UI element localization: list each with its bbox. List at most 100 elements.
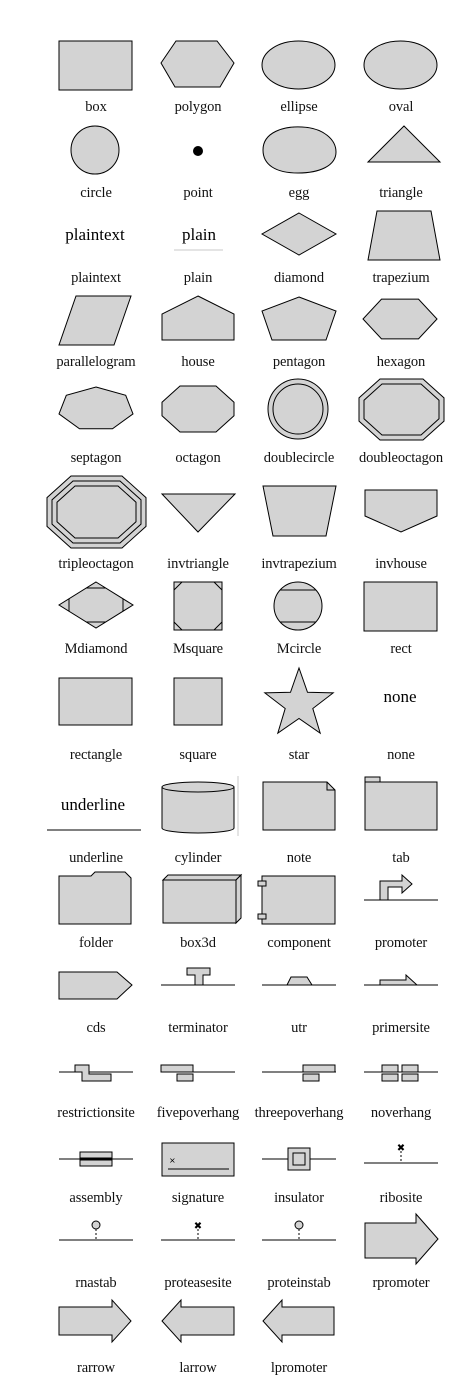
plain-inner-text: plain — [182, 225, 216, 244]
shape-label: fivepoverhang — [156, 1105, 240, 1121]
ellipse-shape — [248, 32, 350, 92]
shape-label: tab — [392, 850, 410, 866]
rpromoter-shape — [350, 1212, 452, 1272]
utr-shape — [248, 955, 350, 1015]
rnastab-shape — [45, 1212, 147, 1272]
box3d-shape — [147, 865, 249, 925]
shape-label: pentagon — [272, 354, 326, 370]
proteasesite-shape: ✖ — [147, 1212, 249, 1272]
shape-label: point — [183, 185, 213, 201]
component-shape — [248, 865, 350, 925]
larrow-shape — [147, 1297, 249, 1357]
shape-label: star — [288, 747, 310, 763]
mcircle-shape — [248, 576, 350, 636]
shape-label: house — [181, 354, 215, 370]
diamond-shape — [248, 205, 350, 265]
underline-inner-text: underline — [61, 795, 125, 814]
invtrapezium-shape — [248, 474, 350, 537]
shape-label: assembly — [69, 1190, 123, 1206]
shape-label: invhouse — [375, 556, 427, 572]
pentagon-shape — [248, 290, 350, 350]
circle-shape — [45, 120, 147, 180]
square-shape — [147, 662, 249, 726]
shape-label: hexagon — [376, 354, 426, 370]
shape-label: box — [85, 99, 107, 115]
shape-label: oval — [388, 99, 414, 115]
point-shape — [147, 120, 249, 180]
shape-label: none — [387, 747, 415, 763]
rectangle-shape — [45, 662, 147, 726]
fivepoverhang-shape — [147, 1047, 249, 1107]
svg-text:×: × — [169, 1156, 176, 1165]
svg-text:✖: ✖ — [194, 1221, 202, 1232]
svg-text:✖: ✖ — [397, 1143, 405, 1154]
shape-label: rectangle — [69, 747, 123, 763]
restrictionsite-shape — [45, 1047, 147, 1107]
shape-label: underline — [69, 850, 123, 866]
shape-label: parallelogram — [56, 354, 136, 370]
trapezium-shape — [350, 205, 452, 265]
shape-label: plaintext — [71, 270, 121, 286]
shape-label: promoter — [374, 935, 428, 951]
assembly-shape — [45, 1131, 147, 1191]
shape-label: Mcircle — [276, 641, 322, 657]
shape-label: tripleoctagon — [58, 556, 134, 572]
shape-label: proteasesite — [164, 1275, 232, 1291]
triangle-shape — [350, 120, 452, 180]
polygon-shape — [147, 32, 249, 92]
shape-label: polygon — [174, 99, 222, 115]
lpromoter-shape — [248, 1297, 350, 1357]
shape-label: egg — [288, 185, 310, 201]
primersite-shape — [350, 955, 452, 1015]
septagon-shape — [45, 376, 147, 436]
mdiamond-shape — [45, 576, 147, 636]
shape-label: terminator — [168, 1020, 228, 1036]
octagon-shape — [147, 376, 249, 436]
plaintext-shape: plaintext — [45, 205, 147, 265]
cylinder-shape — [147, 770, 249, 836]
hexagon-shape — [350, 290, 452, 350]
shape-label: rnastab — [75, 1275, 117, 1291]
promoter-shape — [350, 865, 452, 925]
tripleoctagon-shape — [45, 474, 147, 554]
signature-shape: × — [147, 1131, 249, 1191]
shape-label: box3d — [180, 935, 216, 951]
shape-label: invtriangle — [167, 556, 229, 572]
shape-label: ellipse — [280, 99, 318, 115]
box-shape — [45, 32, 147, 92]
shape-label: doublecircle — [263, 450, 335, 466]
parallelogram-shape — [45, 290, 147, 350]
shape-label: cylinder — [174, 850, 222, 866]
house-shape — [147, 290, 249, 350]
shape-label: invtrapezium — [261, 556, 337, 572]
rarrow-shape — [45, 1297, 147, 1357]
shape-label: rect — [390, 641, 412, 657]
shape-label: triangle — [379, 185, 423, 201]
msquare-shape — [147, 576, 249, 636]
rect-shape — [350, 576, 452, 636]
shape-label: folder — [78, 935, 114, 951]
note-shape — [248, 770, 350, 831]
shape-label: note — [286, 850, 312, 866]
folder-shape — [45, 865, 147, 925]
shape-label: ribosite — [379, 1190, 423, 1206]
shape-label: component — [267, 935, 331, 951]
star-shape — [248, 662, 350, 735]
shape-label: cds — [86, 1020, 106, 1036]
shape-label: trapezium — [372, 270, 430, 286]
shape-label: lpromoter — [270, 1360, 328, 1376]
noverhang-shape — [350, 1047, 452, 1107]
shape-label: larrow — [179, 1360, 217, 1376]
shape-label: restrictionsite — [57, 1105, 135, 1121]
shape-label: septagon — [70, 450, 122, 466]
shape-label: square — [179, 747, 217, 763]
proteinstab-shape — [248, 1212, 350, 1272]
tab-shape — [350, 770, 452, 831]
plaintext-inner-text: plaintext — [65, 225, 125, 244]
egg-shape — [248, 120, 350, 180]
doublecircle-shape — [248, 376, 350, 440]
shape-label: circle — [80, 185, 112, 201]
shape-label: proteinstab — [267, 1275, 331, 1291]
underline-shape: underline — [45, 770, 147, 840]
